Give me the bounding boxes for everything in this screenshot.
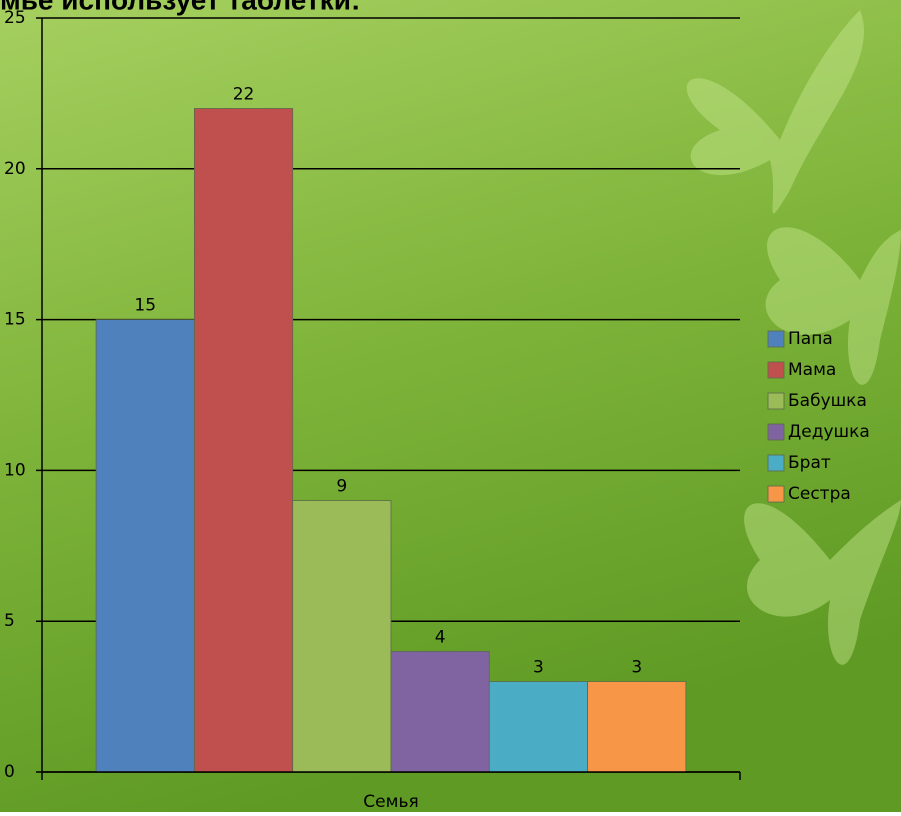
data-label: 3	[533, 658, 544, 678]
legend-label: Сестра	[788, 484, 851, 504]
data-label: 3	[631, 658, 642, 678]
bar	[488, 681, 589, 773]
data-label: 22	[233, 84, 255, 104]
data-label: 15	[134, 296, 156, 316]
legend-label: Папа	[788, 329, 833, 349]
legend-swatch	[767, 485, 785, 503]
y-tick-label: 20	[4, 159, 26, 179]
y-tick-label: 5	[4, 611, 15, 631]
chart-title: мье использует таблетки:	[0, 0, 360, 15]
x-tick-label: Семья	[363, 792, 418, 812]
legend-swatch	[767, 454, 785, 472]
bar	[292, 500, 392, 773]
bar	[587, 681, 687, 773]
legend-swatch	[767, 392, 785, 410]
legend-label: Дедушка	[788, 422, 870, 442]
legend-label: Мама	[788, 360, 836, 380]
y-tick-label: 25	[4, 8, 26, 28]
decoration	[686, 10, 901, 665]
data-label: 4	[435, 627, 446, 647]
legend-swatch	[767, 330, 785, 348]
y-tick-label: 0	[4, 762, 15, 782]
legend-swatch	[767, 423, 785, 441]
legend-swatch	[767, 361, 785, 379]
data-label: 9	[336, 477, 347, 497]
bar	[95, 319, 195, 773]
bar	[193, 108, 294, 773]
legend-label: Брат	[788, 453, 831, 473]
legend-label: Бабушка	[788, 391, 867, 411]
y-tick-label: 15	[4, 310, 26, 330]
y-tick-label: 10	[4, 460, 26, 480]
bar	[390, 650, 490, 773]
